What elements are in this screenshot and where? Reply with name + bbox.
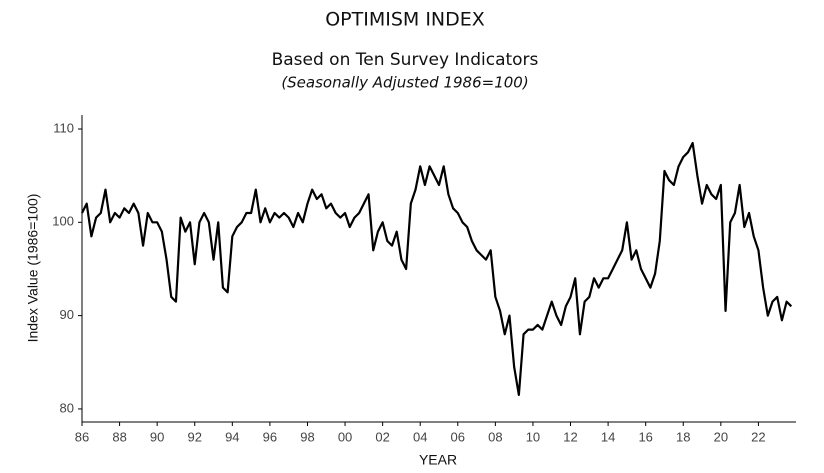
chart-note: (Seasonally Adjusted 1986=100) [281,74,528,92]
index-line [81,141,793,397]
chart-subtitle: Based on Ten Survey Indicators [272,50,539,70]
y-tick-label: 80 [60,400,74,415]
x-tick-label: 94 [225,429,239,444]
y-axis-label: Index Value (1986=100) [25,194,41,343]
x-tick-label: 04 [413,429,427,444]
x-tick-label: 02 [375,429,389,444]
x-tick-label: 20 [714,429,728,444]
x-tick-label: 22 [751,429,765,444]
x-tick-label: 92 [188,429,202,444]
x-tick-label: 18 [676,429,690,444]
y-tick-label: 90 [60,307,74,322]
x-tick-label: 96 [263,429,277,444]
x-tick-label: 86 [75,429,89,444]
x-tick-label: 90 [150,429,164,444]
x-tick-label: 14 [601,429,615,444]
chart-title: OPTIMISM INDEX [325,9,485,31]
x-tick-label: 88 [112,429,126,444]
x-tick-label: 10 [526,429,540,444]
x-tick-label: 06 [451,429,465,444]
x-tick-label: 08 [488,429,502,444]
x-tick-label: 00 [338,429,352,444]
x-axis-label: YEAR [419,452,457,468]
y-tick-label: 110 [53,120,74,135]
x-tick-label: 98 [300,429,314,444]
y-tick-label: 100 [52,214,74,229]
x-tick-label: 12 [563,429,577,444]
x-tick-label: 16 [638,429,652,444]
